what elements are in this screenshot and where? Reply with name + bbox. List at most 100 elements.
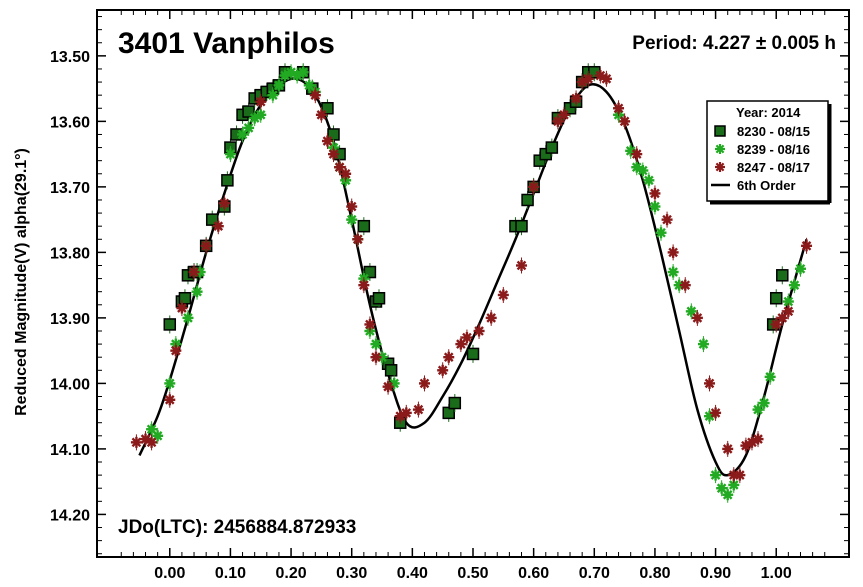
- point-8247-stroke: [401, 408, 412, 418]
- point-8247: [255, 93, 267, 110]
- point-8247-stroke: [171, 345, 181, 356]
- legend-marker-square: [714, 125, 726, 137]
- point-8239: [182, 309, 194, 326]
- axis-ticks: [97, 10, 849, 557]
- point-8239-stroke: [765, 372, 775, 382]
- point-8230: [178, 291, 192, 305]
- point-8247: [146, 434, 158, 451]
- y-tick-label: 14.20: [50, 507, 90, 524]
- y-tick-label: 14.00: [50, 376, 90, 393]
- point-8239: [267, 87, 279, 104]
- point-8247: [734, 467, 746, 484]
- point-8239-stroke: [698, 339, 709, 349]
- point-8239-stroke: [668, 267, 678, 277]
- point-8247: [582, 70, 594, 87]
- point-8239-stroke: [716, 483, 727, 494]
- legend-marker-star: [715, 144, 725, 154]
- point-8239-stroke: [783, 296, 794, 307]
- point-8247-stroke: [131, 437, 142, 448]
- point-8247-stroke: [189, 267, 199, 277]
- point-8239-stroke: [637, 165, 648, 176]
- y-tick-label: 13.80: [50, 245, 90, 262]
- point-8247: [315, 106, 327, 123]
- point-8247-stroke: [419, 378, 430, 389]
- y-tick-label: 13.60: [50, 114, 90, 131]
- point-8239: [716, 480, 728, 497]
- point-8247-stroke: [631, 149, 642, 159]
- legend-title: Year: 2014: [736, 105, 801, 120]
- point-8247-stroke: [177, 303, 187, 313]
- x-tick-label: 0.80: [639, 565, 670, 582]
- point-8247-stroke: [474, 326, 484, 336]
- point-8247: [212, 218, 224, 235]
- point-8239: [667, 264, 679, 281]
- point-8247: [130, 434, 142, 451]
- point-8247-stroke: [140, 434, 151, 444]
- point-8239: [224, 146, 236, 163]
- point-8239: [722, 486, 734, 503]
- point-8247: [412, 401, 424, 418]
- point-8247: [340, 165, 352, 182]
- point-8247: [679, 277, 691, 294]
- point-8247-stroke: [650, 188, 660, 199]
- x-tick-label: 0.00: [154, 565, 185, 582]
- point-8230: [321, 102, 334, 115]
- point-8230: [521, 193, 534, 207]
- point-8247: [370, 349, 382, 366]
- point-8239-stroke: [710, 470, 721, 480]
- point-8247: [418, 375, 430, 392]
- point-8247: [164, 391, 176, 408]
- point-8247-stroke: [571, 93, 581, 104]
- point-8230: [776, 269, 789, 282]
- point-8247-stroke: [801, 241, 812, 251]
- point-8247-stroke: [722, 444, 733, 454]
- point-8247: [218, 195, 230, 212]
- point-8239: [655, 224, 667, 241]
- point-8239-stroke: [631, 162, 642, 173]
- point-8239-stroke: [192, 286, 202, 297]
- point-8247: [722, 440, 734, 457]
- point-8247-stroke: [359, 280, 369, 290]
- point-8247: [558, 106, 570, 123]
- point-8247-stroke: [662, 214, 672, 225]
- jdo-label: JDo(LTC): 2456884.872933: [118, 517, 356, 538]
- point-8247-stroke: [328, 149, 339, 159]
- point-8230: [221, 174, 234, 187]
- point-8239-stroke: [346, 214, 357, 225]
- point-8247-stroke: [352, 234, 363, 245]
- point-8247: [516, 257, 528, 274]
- point-8239-stroke: [625, 146, 636, 156]
- point-8230: [357, 219, 371, 233]
- point-8247: [667, 244, 679, 261]
- point-8247: [691, 309, 703, 326]
- point-8247: [443, 349, 455, 366]
- y-tick-label: 13.70: [50, 180, 90, 197]
- point-8239: [758, 395, 770, 412]
- point-8247-stroke: [619, 116, 630, 127]
- point-8239: [782, 293, 794, 310]
- legend-entry-label: 8230 - 08/15: [737, 124, 810, 139]
- point-8230: [384, 364, 398, 377]
- point-8247-stroke: [310, 90, 321, 100]
- point-8230: [515, 219, 528, 233]
- point-8247: [176, 300, 188, 317]
- point-8230: [372, 291, 386, 305]
- point-8247: [710, 404, 722, 421]
- point-8247-stroke: [346, 201, 357, 212]
- point-8239: [164, 375, 176, 392]
- point-8247-stroke: [383, 381, 393, 392]
- point-8239: [273, 77, 285, 94]
- point-8247-stroke: [255, 96, 266, 107]
- point-8247: [358, 277, 370, 294]
- point-8239-stroke: [759, 398, 769, 408]
- point-8239-stroke: [268, 90, 278, 100]
- point-8247-stroke: [365, 319, 375, 330]
- y-tick-label: 14.10: [50, 442, 90, 459]
- point-8247: [400, 404, 412, 421]
- point-8239: [685, 303, 697, 320]
- point-8239-stroke: [795, 263, 806, 274]
- point-8247: [352, 231, 364, 248]
- point-8247: [600, 70, 612, 87]
